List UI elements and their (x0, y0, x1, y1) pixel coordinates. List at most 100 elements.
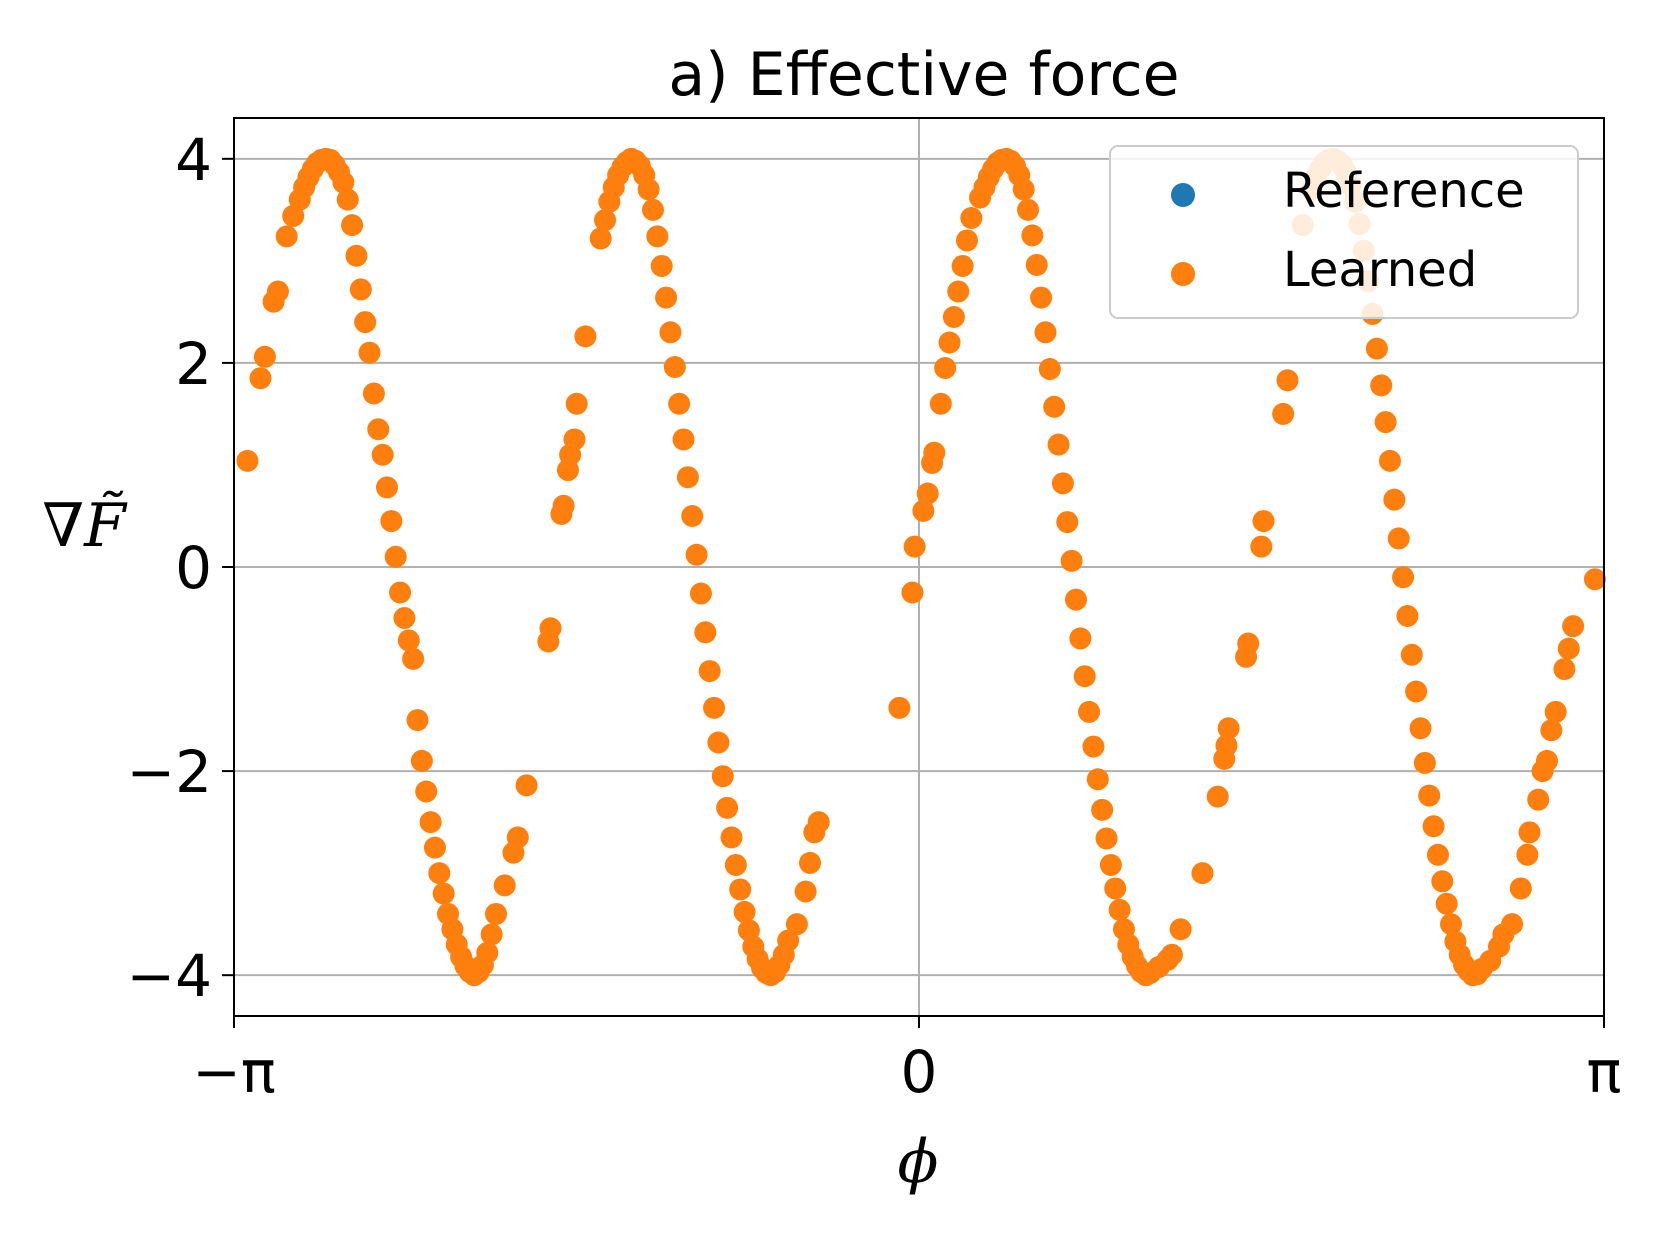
data-point-1-86 (676, 466, 699, 489)
data-point-1-217 (1435, 892, 1458, 915)
data-point-1-203 (1374, 411, 1397, 434)
data-point-1-128 (955, 229, 978, 252)
data-point-1-184 (1276, 369, 1299, 392)
data-point-1-38 (423, 836, 446, 859)
data-point-1-208 (1396, 604, 1419, 627)
data-point-1-36 (415, 780, 438, 803)
data-point-1-216 (1431, 870, 1454, 893)
data-point-1-202 (1370, 374, 1393, 397)
data-point-1-212 (1413, 751, 1436, 774)
data-point-1-65 (574, 325, 597, 348)
data-point-1-239 (1557, 637, 1580, 660)
data-point-1-238 (1553, 658, 1576, 681)
data-point-1-154 (1073, 665, 1096, 688)
legend-marker-learned (1171, 262, 1195, 286)
data-point-1-83 (663, 355, 686, 378)
data-point-1-87 (681, 504, 704, 527)
data-point-1-144 (1030, 286, 1053, 309)
data-point-1-237 (1544, 700, 1567, 723)
data-points (236, 147, 1606, 987)
data-point-1-95 (716, 796, 739, 819)
data-point-1-119 (916, 482, 939, 505)
data-point-1-35 (410, 749, 433, 772)
data-point-1-29 (384, 545, 407, 568)
data-point-1-143 (1025, 253, 1048, 276)
data-point-1-172 (1160, 943, 1183, 966)
data-point-1-126 (947, 280, 970, 303)
data-point-1-181 (1250, 535, 1273, 558)
data-point-1-140 (1012, 178, 1035, 201)
data-point-1-230 (1509, 877, 1532, 900)
data-point-1-34 (406, 709, 429, 732)
data-point-1-17 (332, 171, 355, 194)
data-point-1-82 (659, 321, 682, 344)
data-point-1-80 (650, 254, 673, 277)
data-point-1-201 (1365, 337, 1388, 360)
data-point-1-240 (1562, 615, 1585, 638)
data-point-1-160 (1099, 853, 1122, 876)
y-tick-label-4: −4 (127, 942, 213, 1010)
data-point-1-215 (1426, 843, 1449, 866)
y-tick-label-2: 0 (175, 534, 212, 602)
data-point-1-109 (777, 929, 800, 952)
data-point-1-122 (929, 392, 952, 415)
y-tick-label-0: 4 (175, 126, 212, 194)
data-point-1-110 (785, 913, 808, 936)
data-point-1-2 (253, 345, 276, 368)
data-point-1-31 (393, 607, 416, 630)
data-point-1-153 (1069, 627, 1092, 650)
data-point-1-53 (493, 874, 516, 897)
data-point-1-63 (563, 428, 586, 451)
data-point-1-32 (397, 629, 420, 652)
data-point-1-19 (341, 214, 364, 237)
data-point-1-141 (1017, 198, 1040, 221)
data-point-1-158 (1091, 798, 1114, 821)
data-point-1-22 (354, 311, 377, 334)
data-point-1-149 (1051, 472, 1074, 495)
data-point-1-92 (703, 696, 726, 719)
data-point-1-33 (402, 647, 425, 670)
y-tick-label-1: 2 (175, 330, 212, 398)
data-point-1-111 (794, 880, 817, 903)
data-point-1-129 (960, 207, 983, 230)
data-point-1-145 (1034, 321, 1057, 344)
data-point-1-88 (685, 543, 708, 566)
data-point-1-94 (711, 765, 734, 788)
data-point-1-99 (733, 900, 756, 923)
data-point-1-78 (641, 198, 664, 221)
data-point-1-118 (912, 499, 935, 522)
legend-label-reference: Reference (1283, 163, 1525, 219)
legend-box (1109, 145, 1579, 319)
data-point-1-150 (1056, 511, 1079, 534)
data-point-1-97 (724, 853, 747, 876)
data-point-1-39 (428, 862, 451, 885)
data-point-1-127 (951, 254, 974, 277)
data-point-1-124 (938, 331, 961, 354)
data-point-1-229 (1501, 913, 1524, 936)
data-point-1-84 (668, 392, 691, 415)
data-point-1-64 (565, 392, 588, 415)
x-tick-label-2: π (1587, 1038, 1622, 1106)
x-tick-label-1: 0 (901, 1038, 938, 1106)
data-point-1-90 (694, 621, 717, 644)
x-tick-label-0: −π (192, 1038, 276, 1106)
data-point-1-233 (1527, 788, 1550, 811)
data-point-1-211 (1409, 717, 1432, 740)
data-point-1-91 (698, 660, 721, 683)
y-axis: 4 2 0 −2 −4 (127, 126, 234, 1010)
data-point-1-207 (1392, 566, 1415, 589)
legend: Reference Learned (1109, 145, 1579, 319)
data-point-1-206 (1387, 527, 1410, 550)
data-point-1-218 (1440, 913, 1463, 936)
data-point-1-156 (1082, 735, 1105, 758)
data-point-1-115 (888, 696, 911, 719)
legend-label-learned: Learned (1283, 242, 1477, 298)
data-point-1-67 (594, 209, 617, 232)
data-point-1-152 (1064, 588, 1087, 611)
data-point-1-183 (1272, 402, 1295, 425)
data-point-1-117 (903, 535, 926, 558)
data-point-1-175 (1206, 785, 1229, 808)
data-point-1-121 (923, 441, 946, 464)
data-point-1-27 (375, 476, 398, 499)
